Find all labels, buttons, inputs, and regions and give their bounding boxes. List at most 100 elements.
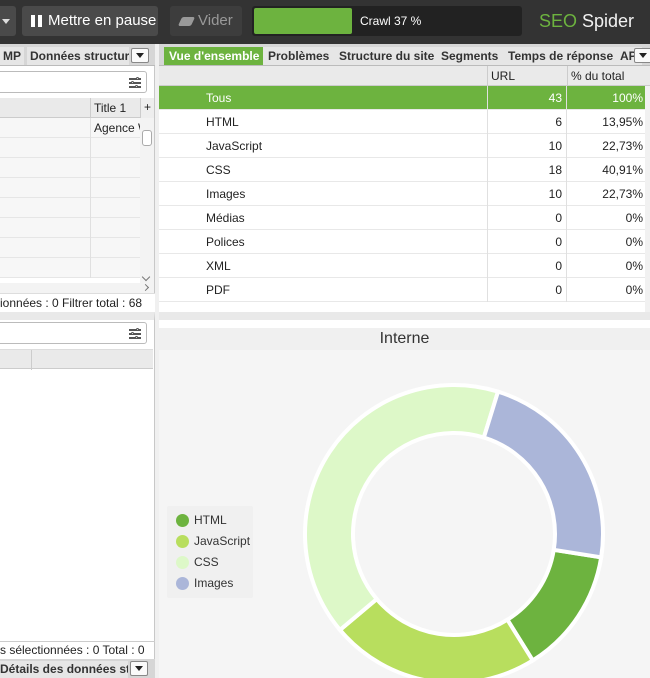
title-cell: Agence W — [90, 118, 140, 138]
overview-row[interactable]: PDF 0 0% — [159, 278, 650, 302]
brand-seo: SEO — [538, 11, 577, 31]
crawl-progress-bar: Crawl 37 % — [252, 6, 522, 36]
overview-pct-cell: 22,73% — [602, 187, 643, 201]
table-row[interactable] — [0, 218, 140, 238]
donut-slice-css[interactable] — [303, 383, 501, 633]
title-cell — [90, 158, 140, 178]
overview-row[interactable]: Tous 43 100% — [159, 86, 650, 110]
legend-label: HTML — [194, 513, 227, 527]
title-cell — [90, 238, 140, 258]
overview-name-cell: Médias — [206, 211, 245, 225]
left-top-status: ionnées : 0 Filtrer total : 68 — [0, 293, 155, 312]
brand-logo: SEO Spider — [539, 11, 634, 32]
overview-row[interactable]: XML 0 0% — [159, 254, 650, 278]
eraser-icon — [177, 17, 196, 26]
pause-icon — [31, 15, 43, 27]
donut-slice-javascript[interactable] — [337, 596, 536, 678]
overview-url-cell: 0 — [487, 254, 567, 278]
progress-fill — [254, 8, 353, 34]
pause-label: Mettre en pause — [48, 12, 157, 29]
table-header: Title 1 — [0, 98, 140, 118]
tab-structured-data-details[interactable]: Détails des données stru — [0, 661, 128, 678]
horizontal-scrollbar[interactable] — [0, 283, 154, 293]
overview-name-cell: JavaScript — [206, 139, 263, 153]
column-header-title[interactable]: Title 1 — [90, 98, 140, 118]
tab-structured-data[interactable]: Données structuré — [27, 47, 129, 65]
clear-button[interactable]: Vider — [170, 6, 242, 36]
tabs-dropdown-button[interactable] — [130, 661, 148, 676]
legend-item[interactable]: HTML — [172, 510, 248, 531]
overview-name-cell: HTML — [206, 115, 239, 129]
overview-row[interactable]: Images 10 22,73% — [159, 182, 650, 206]
overview-header: URL % du total — [159, 66, 650, 86]
vertical-scrollbar[interactable] — [645, 86, 650, 312]
left-bottom-status: s sélectionnées : 0 Total : 0 — [0, 641, 155, 658]
filter-settings-icon[interactable] — [129, 77, 141, 88]
table-row[interactable] — [0, 158, 140, 178]
overview-url-cell: 0 — [487, 206, 567, 230]
chart-legend: HTML JavaScript CSS Images — [167, 506, 253, 598]
tabs-dropdown-button[interactable] — [131, 48, 149, 63]
overview-pct-cell: 22,73% — [602, 139, 643, 153]
table-row[interactable] — [0, 238, 140, 258]
right-tabbar: Vue d'ensemble Problèmes Structure du si… — [159, 44, 650, 66]
overview-row[interactable]: HTML 6 13,95% — [159, 110, 650, 134]
legend-label: CSS — [194, 555, 219, 569]
add-column-button[interactable]: + — [140, 98, 154, 118]
table-row[interactable]: Agence W — [0, 118, 140, 138]
overview-row[interactable]: JavaScript 10 22,73% — [159, 134, 650, 158]
tab-sitemap[interactable]: MP — [0, 47, 24, 65]
donut-chart — [303, 383, 605, 678]
tab-issues[interactable]: Problèmes — [263, 47, 335, 65]
legend-swatch — [176, 535, 189, 548]
overview-pct-cell: 13,95% — [602, 115, 643, 129]
table-row[interactable] — [0, 258, 140, 278]
mode-dropdown-button[interactable] — [0, 6, 16, 36]
toolbar: Mettre en pause Vider Crawl 37 % SEO Spi… — [0, 0, 650, 44]
overview-name-cell: Polices — [206, 235, 245, 249]
legend-item[interactable]: CSS — [172, 552, 248, 573]
tab-response-time[interactable]: Temps de réponse — [503, 47, 619, 65]
scrollbar-thumb[interactable] — [142, 130, 152, 146]
filter-settings-icon[interactable] — [129, 328, 141, 339]
donut-slice-images[interactable] — [481, 389, 605, 560]
overview-url-cell: 0 — [487, 230, 567, 254]
overview-pct-cell: 0% — [625, 259, 643, 273]
overview-row[interactable]: Polices 0 0% — [159, 230, 650, 254]
left-top-panel: Title 1 Agence W + ionnées : 0 Filtrer t… — [0, 66, 155, 312]
title-cell — [90, 198, 140, 218]
tabs-dropdown-button[interactable] — [634, 48, 650, 63]
overview-pct-cell: 0% — [625, 283, 643, 297]
overview-row[interactable]: CSS 18 40,91% — [159, 158, 650, 182]
tab-site-structure[interactable]: Structure du site — [334, 47, 440, 65]
overview-row[interactable]: Médias 0 0% — [159, 206, 650, 230]
overview-url-cell: 0 — [487, 278, 567, 302]
title-cell — [90, 218, 140, 238]
chevron-down-icon — [2, 19, 10, 24]
chevron-down-icon[interactable] — [141, 272, 151, 282]
overview-url-cell: 10 — [487, 182, 567, 206]
overview-url-cell: 10 — [487, 134, 567, 158]
column-header-url[interactable]: URL — [487, 66, 567, 86]
overview-name-cell: CSS — [206, 163, 231, 177]
tab-segments[interactable]: Segments — [436, 47, 504, 65]
table-row[interactable] — [0, 138, 140, 158]
tab-overview[interactable]: Vue d'ensemble — [164, 47, 265, 65]
overview-pct-cell: 0% — [625, 211, 643, 225]
legend-item[interactable]: Images — [172, 573, 248, 594]
chart-area: HTML JavaScript CSS Images — [159, 350, 650, 678]
progress-text: Crawl 37 % — [360, 14, 422, 28]
legend-label: Images — [194, 576, 234, 590]
vertical-scrollbar[interactable] — [140, 118, 154, 283]
pause-button[interactable]: Mettre en pause — [22, 6, 158, 36]
overview-pct-cell: 100% — [612, 91, 643, 105]
column-header-percent[interactable]: % du total — [567, 66, 650, 86]
search-input[interactable] — [0, 71, 147, 93]
legend-swatch — [176, 514, 189, 527]
legend-item[interactable]: JavaScript — [172, 531, 250, 552]
chevron-down-icon — [136, 53, 144, 58]
chevron-right-icon[interactable] — [141, 283, 150, 292]
table-row[interactable] — [0, 198, 140, 218]
detail-search-input[interactable] — [0, 322, 147, 344]
table-row[interactable] — [0, 178, 140, 198]
